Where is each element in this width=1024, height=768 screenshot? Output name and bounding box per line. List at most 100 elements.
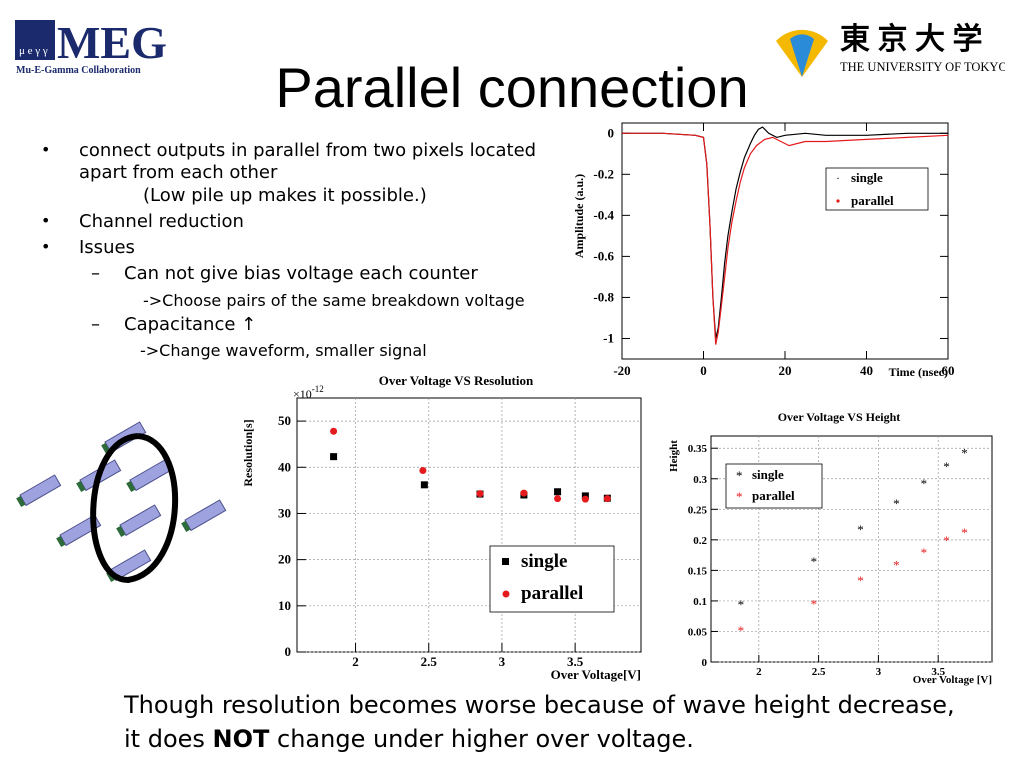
pixel-group <box>16 421 227 583</box>
waveform-chart: -20 0 20 40 60 0 -0.2 -0.4 -0.6 -0.8 -1 Amplitude … <box>572 122 955 379</box>
sub-sub-bullet-item: ->Change waveform, smaller signal <box>140 341 427 360</box>
y-tick-label: 0 <box>608 125 615 140</box>
y-tick-label: -1 <box>603 330 614 345</box>
data-point-parallel <box>520 489 528 497</box>
pixel-counter <box>116 504 162 538</box>
x-tick-label: 2.5 <box>421 654 438 669</box>
bullet-item: Issues <box>79 237 135 258</box>
grid-group <box>711 436 992 663</box>
x-tick-label: 3 <box>499 654 506 669</box>
bullet-item: Channel reduction <box>79 211 244 232</box>
y-tick-label: -0.2 <box>593 166 614 181</box>
resolution-chart: Over Voltage VS Resolution 2 2.5 3 3.5 0 10 20… <box>241 373 642 682</box>
y-tick-label: 0.35 <box>688 443 708 455</box>
legend-label-single: single <box>851 170 883 185</box>
y-tick-label: 10 <box>278 598 291 613</box>
tick-group: -20 0 20 40 60 0 -0.2 -0.4 -0.6 -0.8 -1 <box>593 123 955 378</box>
tick-group: 2 2.5 3 3.5 0 10 20 30 40 50 <box>278 413 584 669</box>
series-line-parallel <box>622 132 949 345</box>
data-point-single <box>420 481 428 489</box>
bullet-marker: • <box>41 140 51 159</box>
slide-title: Parallel connection <box>275 56 749 119</box>
legend-marker-parallel <box>502 590 510 598</box>
sub-sub-bullet-item: ->Choose pairs of the same breakdown vol… <box>143 291 525 310</box>
y-tick-label: -0.6 <box>593 248 614 263</box>
legend-box <box>489 545 615 613</box>
x-tick-label: 3.5 <box>931 666 945 678</box>
data-point-parallel: * <box>943 533 950 548</box>
legend: * single * parallel <box>725 463 823 509</box>
sub-bullet-marker: – <box>91 314 100 335</box>
bullet-item: connect outputs in parallel from two pix… <box>79 140 537 183</box>
y-tick-label: 30 <box>278 505 291 520</box>
data-point-single: * <box>811 554 818 569</box>
meg-logo-glyph: μ e γ γ <box>19 45 48 57</box>
chart-title: Over Voltage VS Height <box>778 410 901 424</box>
ginkgo-leaf-icon <box>776 29 828 77</box>
emphasis-not: NOT <box>212 725 270 753</box>
conclusion-line-1: Though resolution becomes worse because … <box>124 691 955 719</box>
university-name: THE UNIVERSITY OF TOKYO <box>840 60 1005 74</box>
legend-label-parallel: parallel <box>752 488 795 503</box>
data-point-parallel: * <box>961 525 968 540</box>
legend-label-parallel: parallel <box>521 583 583 604</box>
legend-marker-parallel: * <box>736 489 743 504</box>
legend-box <box>825 167 929 211</box>
data-point-parallel: * <box>811 596 818 611</box>
data-point-parallel: * <box>921 545 928 560</box>
x-tick-label: 40 <box>860 363 873 378</box>
x-axis-label: Over Voltage [V] <box>913 674 992 686</box>
bullet-subnote: (Low pile up makes it possible.) <box>143 185 427 206</box>
data-point-parallel <box>330 427 338 435</box>
data-point-single: * <box>921 476 928 491</box>
data-point-single: * <box>893 496 900 511</box>
data-point-parallel <box>603 495 611 503</box>
data-point-parallel <box>581 495 589 503</box>
meg-logo-text: MEG <box>57 18 167 68</box>
legend-label-single: single <box>521 551 567 572</box>
data-point-parallel <box>419 467 427 475</box>
y-axis-label: Resolution[s] <box>241 419 255 486</box>
legend: single parallel <box>489 545 615 613</box>
x-tick-label: 20 <box>779 363 792 378</box>
series-group: * * * * * * * * * * * * * * <box>738 445 968 638</box>
pixel-counter <box>181 499 227 533</box>
x-tick-label: 3 <box>876 666 882 678</box>
y-tick-label: 0.3 <box>693 474 707 486</box>
y-axis-label: Amplitude (a.u.) <box>572 174 586 258</box>
chart-title: Over Voltage VS Resolution <box>379 373 534 388</box>
pixel-counter <box>16 474 62 508</box>
y-tick-label: -0.8 <box>593 289 614 304</box>
data-point-parallel: * <box>893 557 900 572</box>
bullet-marker: • <box>41 211 51 230</box>
sub-bullet-item: Capacitance ↑ <box>124 314 257 335</box>
plot-frame <box>621 122 949 360</box>
data-point-parallel <box>476 490 484 498</box>
data-point-parallel: * <box>738 623 745 638</box>
height-chart: Over Voltage VS Height 2 2.5 3 3.5 0 0.05 0.1 0… <box>668 410 993 686</box>
data-point-single: * <box>857 522 864 537</box>
data-point-single: * <box>738 597 745 612</box>
y-tick-label: 0.15 <box>688 565 708 577</box>
y-tick-label: 0.1 <box>693 596 707 608</box>
y-tick-label: 0.2 <box>693 535 707 547</box>
conclusion-text: Though resolution becomes worse because … <box>124 688 1004 756</box>
data-point-single: * <box>961 445 968 460</box>
x-axis-label: Time (nsec) <box>889 365 948 379</box>
pixel-counter <box>126 459 172 493</box>
x-tick-label: 2 <box>352 654 359 669</box>
data-point-single: * <box>943 459 950 474</box>
x-tick-label: 2.5 <box>812 666 826 678</box>
y-axis-label: Height <box>668 440 680 472</box>
sub-bullet-marker: – <box>91 263 100 284</box>
y-tick-label: 0 <box>702 657 708 669</box>
tick-group: 2 2.5 3 3.5 0 0.05 0.1 0.15 0.2 0.25 0.3 0.35 <box>688 443 946 678</box>
data-point-single <box>554 488 562 496</box>
x-tick-label: 2 <box>756 666 762 678</box>
data-point-parallel: * <box>857 573 864 588</box>
x-axis-label: Over Voltage[V] <box>551 667 641 682</box>
x-tick-label: -20 <box>613 363 630 378</box>
parallel-pixel-diagram <box>16 421 227 584</box>
series-group <box>330 427 611 503</box>
y-tick-label: 0 <box>285 644 292 659</box>
